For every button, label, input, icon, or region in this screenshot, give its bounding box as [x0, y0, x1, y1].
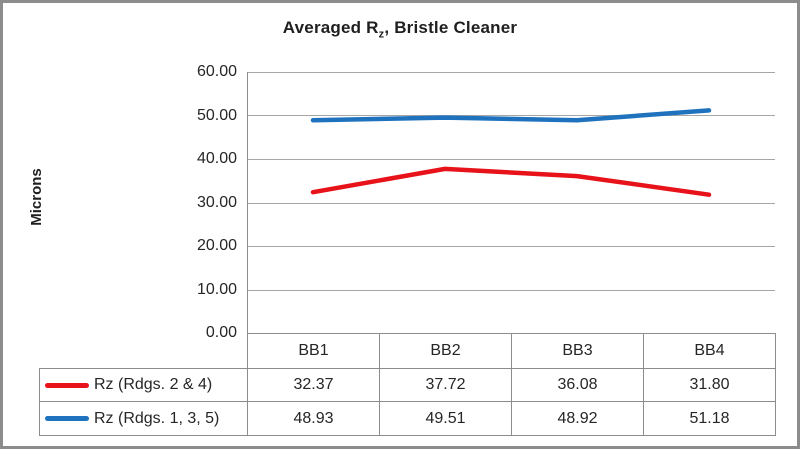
- plot-area: [247, 72, 775, 333]
- chart-title-subscript: z: [378, 28, 385, 41]
- data-table: BB1 BB2 BB3 BB4 Rz (Rdgs. 2 & 4) 32.37 37.72 3…: [39, 333, 776, 436]
- value-cell: 48.92: [511, 401, 644, 436]
- series-line-0: [310, 166, 712, 197]
- category-header: BB1: [247, 333, 380, 369]
- y-tick-label: 30.00: [196, 193, 237, 211]
- value-cell: 49.51: [379, 401, 512, 436]
- y-tick-label: 10.00: [196, 280, 237, 298]
- category-header: BB3: [511, 333, 644, 369]
- table-body: Rz (Rdgs. 2 & 4) 32.37 37.72 36.08 31.80 Rz (…: [39, 368, 776, 436]
- value-cell: 36.08: [511, 368, 644, 402]
- y-axis: 60.00 50.00 40.00 30.00 20.00 10.00 0.00: [143, 63, 237, 341]
- category-header: BB4: [643, 333, 776, 369]
- legend-line-swatch: [45, 382, 89, 388]
- y-tick-label: 50.00: [196, 106, 237, 124]
- legend-cell: Rz (Rdgs. 1, 3, 5): [39, 401, 248, 436]
- value-cell: 51.18: [643, 401, 776, 436]
- value-cell: 32.37: [247, 368, 380, 402]
- plot-svg: [247, 72, 775, 333]
- chart-title: Averaged Rz, Bristle Cleaner: [3, 18, 797, 40]
- y-tick-label: 0.00: [205, 324, 237, 341]
- table-row: Rz (Rdgs. 2 & 4) 32.37 37.72 36.08 31.80: [39, 368, 776, 402]
- y-tick-label: 40.00: [196, 150, 237, 167]
- value-cell: 31.80: [643, 368, 776, 402]
- y-tick-label: 60.00: [196, 63, 237, 80]
- y-axis-title: Microns: [28, 168, 45, 226]
- value-cell: 37.72: [379, 368, 512, 402]
- table-corner-cell: [40, 334, 248, 369]
- legend-line-swatch: [45, 416, 89, 421]
- series-name: Rz (Rdgs. 2 & 4): [94, 376, 213, 393]
- series-name: Rz (Rdgs. 1, 3, 5): [94, 409, 220, 427]
- series-line-1: [310, 108, 712, 123]
- category-header: BB2: [379, 333, 512, 369]
- chart-title-prefix: Averaged R: [282, 18, 379, 37]
- legend-cell: Rz (Rdgs. 2 & 4): [39, 368, 248, 402]
- y-tick-label: 20.00: [196, 237, 237, 254]
- table-header-row: BB1 BB2 BB3 BB4: [40, 333, 776, 369]
- chart-title-suffix: , Bristle Cleaner: [384, 18, 518, 37]
- table-row: Rz (Rdgs. 1, 3, 5) 48.93 49.51 48.92 51.18: [39, 401, 776, 436]
- value-cell: 48.93: [247, 401, 380, 436]
